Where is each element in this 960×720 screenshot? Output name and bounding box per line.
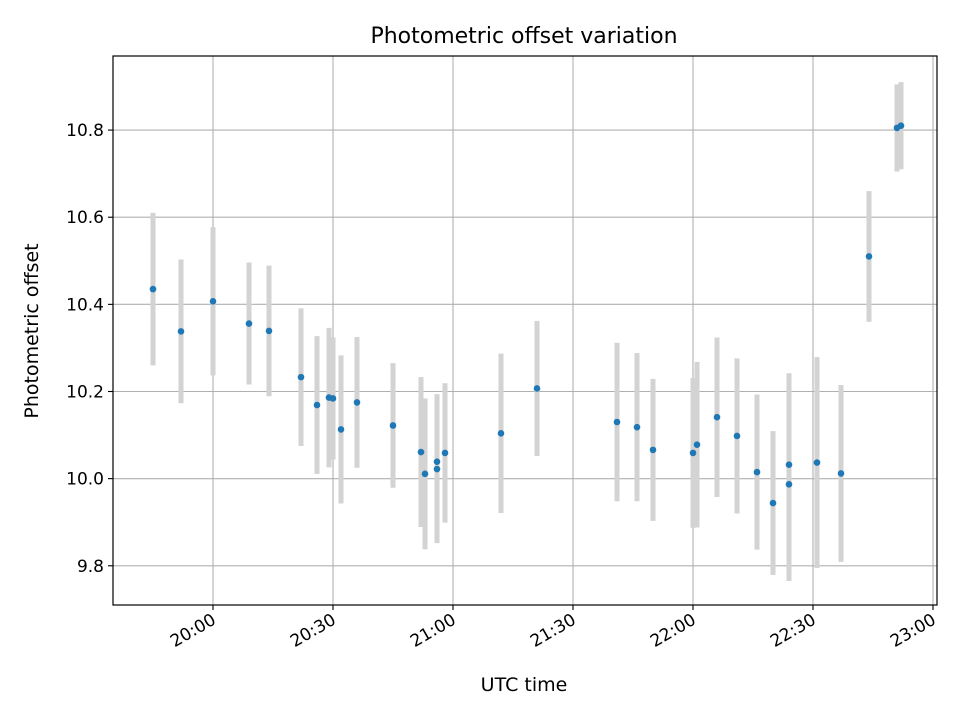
y-axis-ticks: 9.8 10.0 10.2 10.4 10.6 10.8 bbox=[66, 121, 113, 577]
data-point bbox=[421, 470, 429, 478]
data-point bbox=[753, 468, 761, 476]
y-tick-label: 10.8 bbox=[66, 121, 104, 141]
data-point bbox=[785, 481, 793, 488]
y-tick-label: 9.8 bbox=[77, 557, 104, 577]
data-point bbox=[441, 449, 449, 457]
data-point bbox=[389, 422, 397, 429]
x-axis-label: UTC time bbox=[481, 674, 568, 696]
data-point bbox=[337, 426, 345, 433]
data-point bbox=[245, 320, 253, 327]
data-point bbox=[733, 432, 741, 440]
data-point bbox=[713, 413, 721, 421]
data-point bbox=[649, 446, 657, 454]
data-point bbox=[785, 461, 793, 469]
data-point bbox=[497, 430, 505, 437]
data-point bbox=[417, 448, 425, 456]
data-point bbox=[177, 328, 185, 335]
data-point bbox=[533, 385, 541, 392]
data-point bbox=[149, 285, 157, 293]
data-point bbox=[265, 327, 273, 335]
chart-title: Photometric offset variation bbox=[370, 24, 677, 49]
y-tick-label: 10.0 bbox=[66, 470, 104, 490]
data-point bbox=[769, 499, 777, 507]
data-point bbox=[693, 441, 701, 448]
y-axis-label: Photometric offset bbox=[21, 243, 43, 418]
y-tick-label: 10.2 bbox=[66, 383, 104, 403]
data-point bbox=[209, 298, 217, 305]
y-tick-label: 10.4 bbox=[66, 295, 104, 315]
data-point bbox=[313, 401, 321, 409]
data-point bbox=[865, 253, 873, 260]
data-point bbox=[837, 470, 845, 477]
data-point bbox=[433, 465, 441, 473]
data-point bbox=[433, 458, 441, 465]
data-point bbox=[813, 459, 821, 466]
data-points bbox=[149, 122, 905, 507]
plot-area-frame bbox=[112, 55, 938, 606]
data-point bbox=[633, 423, 641, 431]
data-point bbox=[353, 399, 361, 406]
data-point bbox=[297, 373, 305, 381]
data-point bbox=[689, 449, 697, 457]
y-tick-label: 10.6 bbox=[66, 208, 104, 228]
data-point bbox=[897, 122, 905, 130]
data-point bbox=[613, 418, 621, 426]
data-point bbox=[329, 395, 337, 402]
